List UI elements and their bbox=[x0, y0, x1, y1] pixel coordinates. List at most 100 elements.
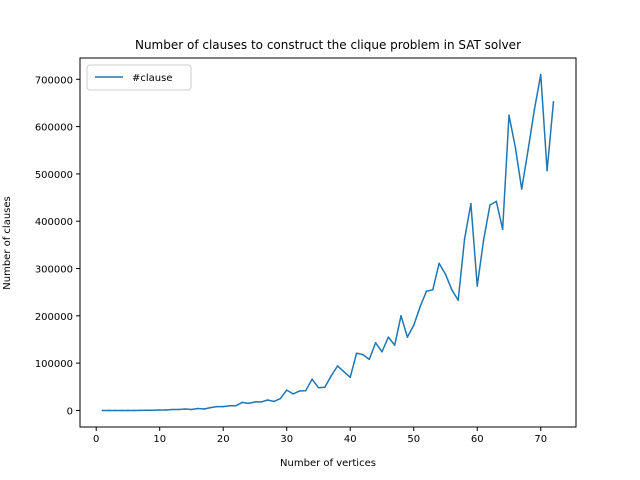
y-tick-label: 300000 bbox=[35, 265, 73, 276]
series-line-0 bbox=[101, 73, 555, 412]
data-point bbox=[146, 409, 148, 412]
data-point bbox=[362, 353, 364, 356]
x-tick-label: 50 bbox=[407, 434, 420, 445]
data-point bbox=[197, 407, 199, 410]
y-tick-label: 600000 bbox=[35, 123, 73, 134]
data-point bbox=[539, 73, 542, 76]
x-axis-title: Number of vertices bbox=[280, 458, 376, 469]
data-point bbox=[336, 365, 339, 367]
data-point bbox=[298, 390, 301, 392]
data-point bbox=[324, 386, 326, 389]
y-tick-label: 100000 bbox=[35, 359, 73, 370]
x-tick-label: 20 bbox=[217, 434, 230, 445]
data-point bbox=[457, 299, 459, 302]
data-point bbox=[495, 200, 498, 203]
data-point bbox=[374, 341, 377, 344]
data-point bbox=[285, 389, 288, 391]
data-point bbox=[387, 336, 390, 338]
data-point bbox=[482, 239, 485, 241]
y-tick-label: 500000 bbox=[35, 170, 73, 181]
data-point bbox=[158, 409, 161, 411]
data-point bbox=[108, 409, 110, 412]
data-point bbox=[400, 315, 402, 317]
data-point bbox=[476, 285, 479, 287]
x-tick-label: 60 bbox=[471, 434, 484, 445]
x-tick-label: 70 bbox=[534, 434, 547, 445]
data-point bbox=[152, 409, 155, 412]
data-point bbox=[406, 336, 409, 338]
data-point bbox=[165, 409, 167, 411]
data-point bbox=[273, 400, 275, 403]
data-point bbox=[381, 350, 383, 353]
data-point bbox=[393, 344, 396, 346]
data-point bbox=[190, 408, 193, 411]
axes: 0 10 20 30 40 50 60 70 0 100000 200000 300000 400000… bbox=[35, 57, 577, 445]
data-point bbox=[349, 376, 352, 379]
data-point bbox=[184, 408, 186, 410]
data-point bbox=[317, 386, 320, 389]
data-point bbox=[247, 402, 250, 405]
data-point bbox=[419, 306, 421, 308]
data-point bbox=[139, 409, 142, 412]
data-point bbox=[171, 408, 174, 411]
x-tick-label: 40 bbox=[344, 434, 357, 445]
y-tick-label: 700000 bbox=[35, 75, 73, 86]
data-point bbox=[203, 408, 205, 410]
plot-area bbox=[101, 73, 555, 412]
legend-label: #clause bbox=[132, 73, 172, 84]
data-point bbox=[292, 393, 294, 395]
plot-frame bbox=[79, 57, 577, 428]
y-tick-label: 0 bbox=[67, 406, 73, 417]
chart-title: Number of clauses to construct the cliqu… bbox=[135, 38, 521, 52]
data-point bbox=[431, 289, 434, 291]
data-point bbox=[501, 228, 504, 231]
data-point bbox=[120, 409, 123, 412]
data-point bbox=[266, 399, 269, 401]
data-point bbox=[514, 146, 517, 149]
data-point bbox=[368, 358, 371, 361]
x-tick-label: 0 bbox=[93, 434, 99, 445]
data-point bbox=[520, 188, 523, 190]
data-point bbox=[101, 409, 104, 412]
data-point bbox=[127, 409, 129, 412]
y-tick-label: 200000 bbox=[35, 312, 73, 323]
x-tick-label: 10 bbox=[153, 434, 166, 445]
data-point bbox=[228, 404, 231, 407]
data-point bbox=[254, 401, 256, 403]
legend: #clause bbox=[86, 64, 192, 91]
data-point bbox=[470, 202, 472, 205]
data-point bbox=[279, 397, 282, 400]
data-point bbox=[133, 409, 136, 412]
data-point bbox=[425, 290, 428, 293]
data-point bbox=[355, 352, 358, 355]
data-point bbox=[412, 324, 415, 327]
x-tick-label: 30 bbox=[280, 434, 293, 445]
data-point bbox=[222, 405, 225, 408]
data-point bbox=[216, 405, 218, 408]
y-tick-label: 400000 bbox=[35, 217, 73, 228]
data-point bbox=[527, 149, 529, 152]
legend-box bbox=[86, 64, 192, 91]
data-point bbox=[508, 114, 510, 117]
data-point bbox=[444, 273, 447, 276]
data-point bbox=[260, 401, 263, 403]
data-point bbox=[311, 378, 313, 381]
data-point bbox=[209, 406, 212, 409]
data-point bbox=[241, 401, 244, 404]
data-point bbox=[343, 370, 345, 373]
data-point bbox=[235, 404, 237, 407]
data-point bbox=[489, 204, 491, 206]
data-point bbox=[114, 409, 117, 412]
data-point bbox=[438, 262, 440, 265]
data-point bbox=[304, 389, 307, 392]
data-point bbox=[330, 375, 332, 377]
data-point bbox=[463, 238, 466, 240]
data-point bbox=[533, 108, 536, 111]
data-point bbox=[546, 169, 548, 172]
data-point bbox=[177, 408, 180, 411]
y-axis-title: Number of clauses bbox=[2, 196, 13, 289]
data-point bbox=[451, 289, 453, 291]
data-point bbox=[552, 101, 555, 103]
